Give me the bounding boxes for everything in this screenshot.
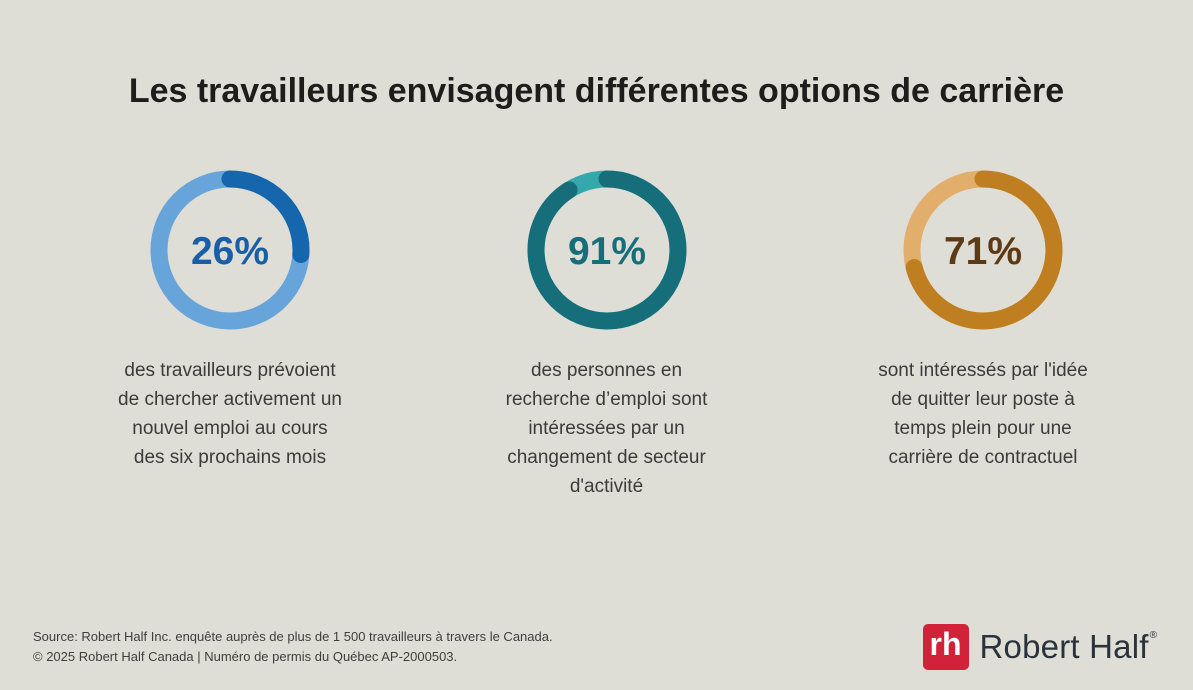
registered-trademark-icon: ® <box>1149 630 1157 641</box>
donut-arc <box>150 170 310 330</box>
percent-label: 71% <box>944 230 1022 273</box>
source-line-1: Source: Robert Half Inc. enquête auprès … <box>33 629 553 644</box>
donut-chart-26-percent: 26% <box>150 170 310 330</box>
percent-label: 26% <box>191 230 269 273</box>
donut-arc <box>527 170 686 330</box>
stat-description: sont intéressés par l'idée de quitter le… <box>878 360 1088 468</box>
stat-card-91-percent: 91% des personnes en recherche d’emploi … <box>437 170 777 501</box>
stats-row: 26% des travailleurs prévoient de cherch… <box>0 170 1193 501</box>
percent-label: 91% <box>567 230 645 273</box>
donut-arc <box>903 170 1063 330</box>
infographic-background: { "title": "Les travailleurs envisagent … <box>0 70 1193 690</box>
donut-chart-71-percent: 71% <box>903 170 1063 330</box>
donut-chart-91-percent: 91% <box>527 170 687 330</box>
brand-name: Robert Half <box>979 628 1149 665</box>
stat-card-26-percent: 26% des travailleurs prévoient de cherch… <box>60 170 400 472</box>
source-note: Source: Robert Half Inc. enquête auprès … <box>33 627 553 667</box>
stat-description: des personnes en recherche d’emploi sont… <box>505 360 708 497</box>
footer: Source: Robert Half Inc. enquête auprès … <box>33 624 1157 670</box>
rh-monogram-icon: rh <box>922 624 969 670</box>
robert-half-logo: rh Robert Half ® <box>922 624 1157 670</box>
page-title: Les travailleurs envisagent différentes … <box>128 72 1065 110</box>
stat-description: des travailleurs prévoient de chercher a… <box>118 360 342 468</box>
source-line-2: © 2025 Robert Half Canada | Numéro de pe… <box>33 649 458 664</box>
stat-card-71-percent: 71% sont intéressés par l'idée de quitte… <box>813 170 1153 472</box>
